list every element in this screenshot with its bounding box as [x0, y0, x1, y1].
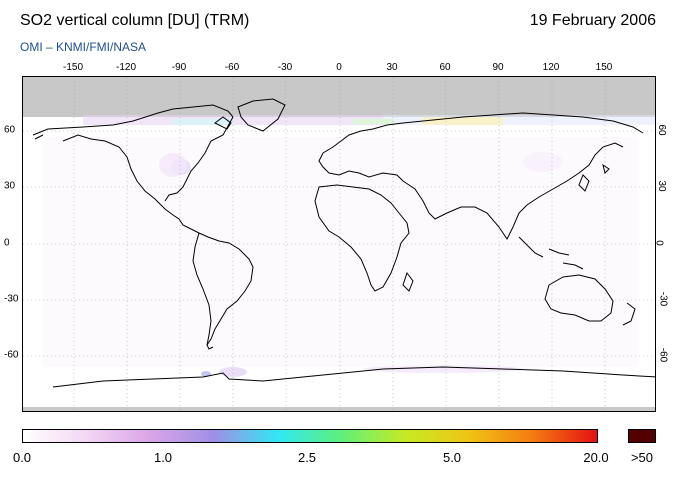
longitude-ticks-top: -150 -120 -90 -60 -30 0 30 60 90 120 150 [0, 62, 676, 76]
lon-tick: -90 [171, 62, 187, 73]
lat-tick: 60 [656, 124, 668, 136]
lat-tick: -60 [657, 347, 669, 363]
map-credit: OMI – KNMI/FMI/NASA [20, 40, 147, 54]
lon-tick: -30 [277, 62, 293, 73]
colorbar-overflow-swatch [628, 429, 656, 443]
colorbar-label: 0.0 [12, 450, 32, 465]
so2-noise-band [83, 115, 655, 125]
colorbar-label: >50 [630, 450, 654, 465]
graticule [23, 77, 655, 411]
lon-tick: -60 [224, 62, 240, 73]
lat-tick: 60 [4, 124, 16, 136]
map-canvas [23, 77, 655, 411]
no-data-north [23, 77, 655, 117]
lon-tick: 30 [386, 62, 398, 73]
no-data-south [23, 407, 655, 411]
colorbar [22, 429, 598, 443]
lon-tick: -150 [62, 62, 84, 73]
lon-tick: -120 [115, 62, 137, 73]
lon-tick: 60 [439, 62, 451, 73]
lat-tick: 30 [4, 180, 16, 192]
map-title: SO2 vertical column [DU] (TRM) [20, 12, 250, 29]
lat-tick: 30 [656, 180, 668, 192]
colorbar-labels: 0.0 1.0 2.5 5.0 20.0 >50 [0, 450, 676, 466]
world-map [22, 76, 656, 412]
colorbar-label: 5.0 [442, 450, 462, 465]
colorbar-label: 20.0 [583, 450, 609, 465]
colorbar-label: 2.5 [297, 450, 317, 465]
colorbar-label: 1.0 [153, 450, 173, 465]
lat-tick: -60 [4, 349, 19, 361]
lat-tick: -30 [657, 291, 669, 307]
lon-tick: 90 [492, 62, 504, 73]
lon-tick: 120 [542, 62, 560, 73]
lon-tick: 150 [595, 62, 613, 73]
so2-patches [43, 137, 637, 377]
lat-tick: 0 [4, 237, 10, 249]
coastlines [32, 98, 655, 388]
lon-tick: 0 [336, 62, 342, 73]
map-date: 19 February 2006 [529, 12, 656, 29]
lat-tick: -30 [4, 293, 19, 305]
